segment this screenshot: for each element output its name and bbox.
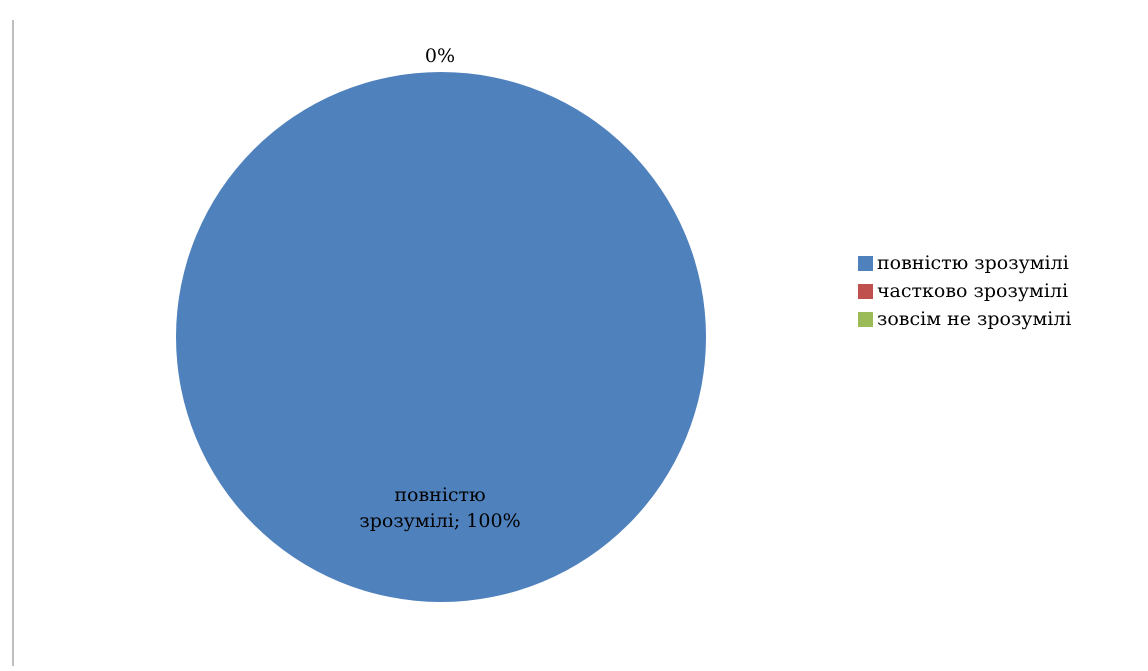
legend-swatch-not [858,311,873,327]
data-label-line-1: повністю [394,484,486,506]
legend: повністю зрозумілі частково зрозумілі зо… [858,249,1072,333]
legend-entry-not: зовсім не зрозумілі [858,305,1072,333]
legend-swatch-partially [858,283,873,299]
legend-label-not: зовсім не зрозумілі [877,308,1072,330]
data-label-line-2: зрозумілі; 100% [359,510,521,532]
legend-entry-fully: повністю зрозумілі [858,249,1072,277]
data-label-zero-text: 0% [424,45,456,67]
left-border-line [12,20,14,666]
pie-slice-fully-understood [176,72,706,602]
legend-swatch-fully [858,255,873,271]
legend-entry-partially: частково зрозумілі [858,277,1072,305]
data-label-zero: 0% [380,43,500,69]
legend-label-partially: частково зрозумілі [877,280,1069,302]
legend-label-fully: повністю зрозумілі [877,252,1069,274]
data-label-fully-understood: повністю зрозумілі; 100% [310,482,570,534]
pie-slices [176,72,706,602]
